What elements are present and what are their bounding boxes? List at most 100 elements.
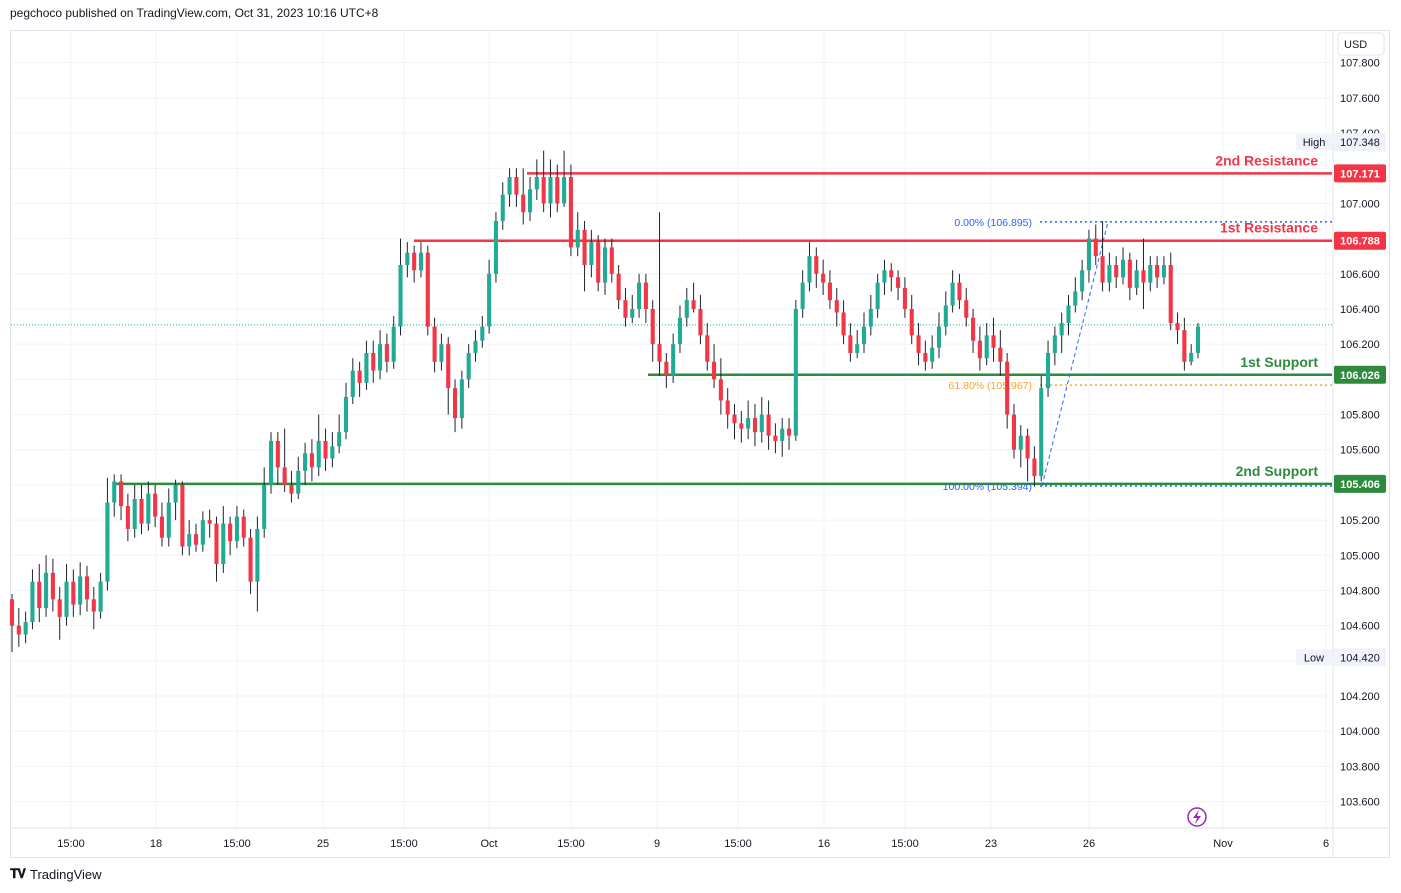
candle-body <box>16 625 21 635</box>
candle-body <box>514 177 519 195</box>
candle-body <box>1134 270 1139 288</box>
candle-body <box>1018 435 1023 450</box>
x-tick-label: 23 <box>985 838 997 850</box>
candle-body <box>698 308 703 336</box>
candle-body <box>677 317 683 345</box>
candle-body <box>412 252 417 271</box>
candle-body <box>596 242 601 283</box>
candles <box>9 150 1201 653</box>
fib-level-label: 61.80% (105.967) <box>949 380 1032 392</box>
candle-body <box>841 312 846 336</box>
time-axis[interactable]: 15:00 18 15:00 25 15:00 Oct 15:00 9 15:00 16 15:00… <box>11 827 1389 850</box>
candle-body <box>187 534 192 547</box>
candle-body <box>221 523 226 565</box>
candle-body <box>30 581 35 623</box>
candle-body <box>923 352 928 362</box>
low-tag-box <box>1296 649 1332 666</box>
candle-body <box>718 379 723 401</box>
candle-body <box>936 326 942 348</box>
candle-body <box>364 352 369 383</box>
level-price-label: 107.171 <box>1340 168 1380 180</box>
level-name-label: 1st Resistance <box>1220 220 1318 236</box>
candle-body <box>405 252 410 265</box>
candle-body <box>112 481 117 503</box>
candle-body <box>766 414 771 436</box>
candle-body <box>909 308 914 336</box>
candle-body <box>125 506 130 529</box>
fib-trend-line <box>1041 221 1109 487</box>
candle-body <box>793 308 798 436</box>
lightning-icon-glyph <box>1193 810 1201 824</box>
candle-body <box>262 484 267 529</box>
candle-body <box>773 435 778 441</box>
y-tick-label: 105.600 <box>1340 445 1380 457</box>
candle-body <box>1080 270 1085 292</box>
price-axis[interactable]: USD107.800107.600107.400107.200107.00010… <box>1332 31 1386 857</box>
candle-body <box>9 599 15 626</box>
candle-body <box>132 498 137 529</box>
candle-body <box>200 520 205 545</box>
candle-body <box>228 523 233 542</box>
chart-frame[interactable] <box>10 30 1390 858</box>
candle-body <box>998 347 1003 362</box>
candle-body <box>623 300 628 318</box>
y-tick-label: 103.800 <box>1340 761 1380 773</box>
candle-body <box>964 300 969 318</box>
level-price-label: 105.406 <box>1340 479 1380 491</box>
candle-body <box>807 256 812 283</box>
y-tick-label: 106.400 <box>1340 304 1380 316</box>
fib-level-label: 100.00% (105.394) <box>943 481 1032 493</box>
brand-name: TradingView <box>30 866 102 882</box>
candle-body <box>418 252 424 271</box>
grid-lines <box>11 31 1332 828</box>
candle-body <box>1148 264 1153 283</box>
level-price-badge <box>1334 231 1386 250</box>
candle-body <box>357 370 362 383</box>
candle-body <box>23 622 28 635</box>
candle-body <box>241 516 246 538</box>
candle-body <box>1114 264 1119 278</box>
candle-body <box>684 300 689 318</box>
candle-body <box>119 481 124 507</box>
candle-body <box>71 581 76 605</box>
candle-body <box>752 418 757 433</box>
candle-body <box>759 414 764 433</box>
published-caption: pegchoco published on TradingView.com, O… <box>10 6 379 20</box>
candle-body <box>950 282 955 306</box>
y-tick-label: 107.600 <box>1340 93 1380 105</box>
candle-body <box>930 347 935 362</box>
candle-body <box>916 335 921 353</box>
candle-body <box>1127 259 1132 288</box>
candle-body <box>541 177 546 204</box>
candle-body <box>568 177 573 248</box>
candle-body <box>984 335 989 359</box>
candle-body <box>180 484 185 547</box>
candle-body <box>44 572 49 609</box>
x-tick-label: 15:00 <box>57 838 85 850</box>
candle-body <box>616 273 621 301</box>
x-tick-label: 15:00 <box>891 838 919 850</box>
candle-body <box>732 414 737 424</box>
candle-body <box>289 484 294 494</box>
candle-body <box>255 528 260 582</box>
candle-body <box>487 273 492 327</box>
candle-body <box>1195 326 1201 353</box>
candle-body <box>105 502 110 582</box>
currency-label: USD <box>1344 39 1367 51</box>
candle-body <box>480 326 485 341</box>
candle-body <box>630 308 635 318</box>
candle-body <box>861 326 867 345</box>
level-name-label: 1st Support <box>1240 354 1318 370</box>
candle-body <box>146 493 151 524</box>
candle-body <box>1011 414 1017 450</box>
fib-level-label: 0.00% (106.895) <box>954 217 1032 229</box>
candle-body <box>902 287 907 309</box>
candle-body <box>780 428 785 441</box>
candle-body <box>1189 352 1194 362</box>
candle-body <box>725 400 730 415</box>
candle-body <box>330 446 335 459</box>
candle-body <box>1120 259 1126 278</box>
candle-body <box>78 576 83 605</box>
level-price-label: 106.788 <box>1340 236 1380 248</box>
